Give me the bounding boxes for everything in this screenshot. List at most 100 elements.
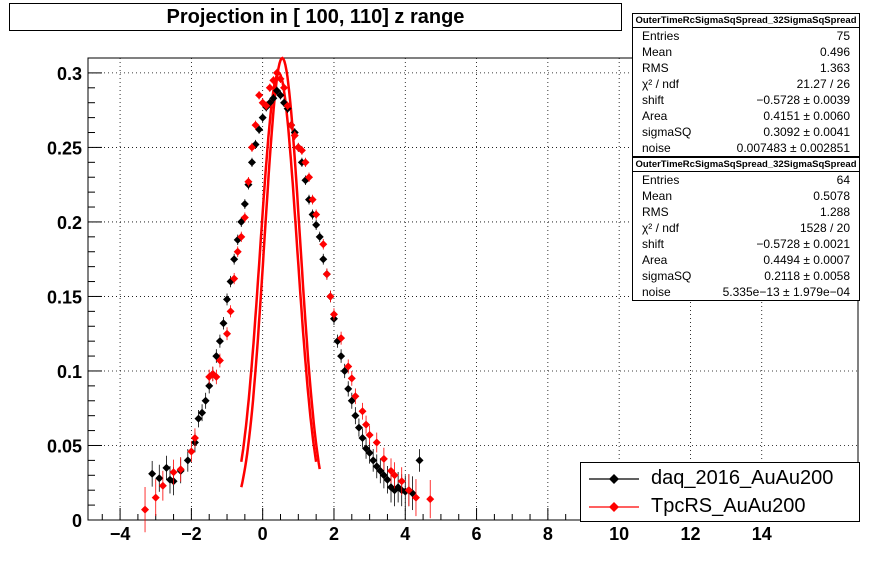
stats-row-entries: Entries 64 xyxy=(642,173,850,187)
data-point xyxy=(169,468,178,477)
data-point xyxy=(387,466,396,475)
x-tick-label: 4 xyxy=(400,524,410,544)
data-point xyxy=(344,362,353,371)
data-point xyxy=(329,310,338,319)
data-point xyxy=(247,158,256,167)
data-point xyxy=(219,319,228,328)
data-point xyxy=(223,295,232,304)
stats-row-sigmasq: sigmaSQ 0.3092 ± 0.0041 xyxy=(642,125,850,139)
data-point xyxy=(301,158,310,167)
data-point xyxy=(337,352,346,361)
data-point xyxy=(319,255,328,264)
stats-row-sigmasq: sigmaSQ 0.2118 ± 0.0058 xyxy=(642,269,850,283)
y-tick-label: 0 xyxy=(72,511,82,531)
data-point xyxy=(255,125,264,134)
data-point xyxy=(379,471,388,480)
data-point xyxy=(215,356,224,365)
y-tick-label: 0.3 xyxy=(57,64,82,84)
stats-row-noise: noise 0.007483 ± 0.002851 xyxy=(642,141,850,155)
data-point xyxy=(337,334,346,343)
data-point xyxy=(372,462,381,471)
data-point xyxy=(198,408,207,417)
stats-row-rms: RMS 1.363 xyxy=(642,61,850,75)
data-point xyxy=(312,220,321,229)
data-point xyxy=(365,448,374,457)
data-point xyxy=(183,456,192,465)
stats-row-chi2: χ² / ndf 1528 / 20 xyxy=(642,221,850,235)
data-point xyxy=(258,113,267,122)
data-point xyxy=(312,210,321,219)
stats-row-mean: Mean 0.496 xyxy=(642,45,850,59)
data-point xyxy=(226,307,235,316)
data-point xyxy=(162,463,171,472)
data-point xyxy=(290,131,299,140)
stats-box-title: OuterTimeRcSigmaSqSpread_32SigmaSqSpread xyxy=(633,158,859,172)
x-tick-label: 12 xyxy=(680,524,700,544)
data-point xyxy=(347,396,356,405)
data-point xyxy=(390,471,399,480)
data-point xyxy=(255,91,264,100)
stats-row-chi2: χ² / ndf 21.27 / 26 xyxy=(642,77,850,91)
stats-row-noise: noise 5.335e−13 ± 1.979e−04 xyxy=(642,285,850,299)
legend-item-tpcrs: TpcRS_AuAu200 xyxy=(581,493,861,521)
data-point xyxy=(194,414,203,423)
stats-row-shift: shift −0.5728 ± 0.0039 xyxy=(642,93,850,107)
data-point xyxy=(404,486,413,495)
legend: daq_2016_AuAu200 TpcRS_AuAu200 xyxy=(580,462,860,522)
stats-box-1: OuterTimeRcSigmaSqSpread_32SigmaSqSpread… xyxy=(632,13,860,157)
data-point xyxy=(415,456,424,465)
data-point xyxy=(376,466,385,475)
y-tick-label: 0.2 xyxy=(57,213,82,233)
data-point xyxy=(187,447,196,456)
data-point xyxy=(319,240,328,249)
data-point xyxy=(287,121,296,130)
stats-row-mean: Mean 0.5078 xyxy=(642,189,850,203)
series-daq xyxy=(148,86,424,511)
data-point xyxy=(230,274,239,283)
legend-label-daq: daq_2016_AuAu200 xyxy=(651,467,834,489)
data-point xyxy=(276,91,285,100)
data-point xyxy=(365,431,374,440)
stats-box-title: OuterTimeRcSigmaSqSpread_32SigmaSqSpread xyxy=(633,14,859,28)
data-point xyxy=(347,374,356,383)
data-point xyxy=(237,232,246,241)
data-point xyxy=(351,411,360,420)
data-point xyxy=(411,493,420,502)
data-point xyxy=(351,392,360,401)
legend-marker-tpcrs xyxy=(589,502,639,512)
data-point xyxy=(283,101,292,110)
y-tick-label: 0.15 xyxy=(47,287,82,307)
data-point xyxy=(240,213,249,222)
stats-row-rms: RMS 1.288 xyxy=(642,205,850,219)
data-point xyxy=(148,469,157,478)
data-point xyxy=(322,270,331,279)
data-point xyxy=(205,381,214,390)
data-point xyxy=(369,456,378,465)
data-point xyxy=(223,329,232,338)
data-point xyxy=(240,200,249,209)
data-point xyxy=(340,366,349,375)
legend-marker-daq xyxy=(589,474,639,484)
data-point xyxy=(272,86,281,95)
data-point xyxy=(397,477,406,486)
stats-row-area: Area 0.4151 ± 0.0060 xyxy=(642,109,850,123)
x-tick-label: 2 xyxy=(329,524,339,544)
data-point xyxy=(372,438,381,447)
data-point xyxy=(212,372,221,381)
data-point xyxy=(305,173,314,182)
data-point xyxy=(297,146,306,155)
data-point xyxy=(269,76,278,85)
x-tick-label: 0 xyxy=(258,524,268,544)
data-point xyxy=(308,195,317,204)
stats-row-area: Area 0.4494 ± 0.0007 xyxy=(642,253,850,267)
data-point xyxy=(362,420,371,429)
data-point xyxy=(344,384,353,393)
data-point xyxy=(276,74,285,83)
data-point xyxy=(155,474,164,483)
stats-row-entries: Entries 75 xyxy=(642,29,850,43)
data-point xyxy=(426,495,435,504)
data-point xyxy=(269,94,278,103)
data-point xyxy=(244,177,253,186)
data-point xyxy=(326,292,335,301)
x-tick-label: 10 xyxy=(609,524,629,544)
